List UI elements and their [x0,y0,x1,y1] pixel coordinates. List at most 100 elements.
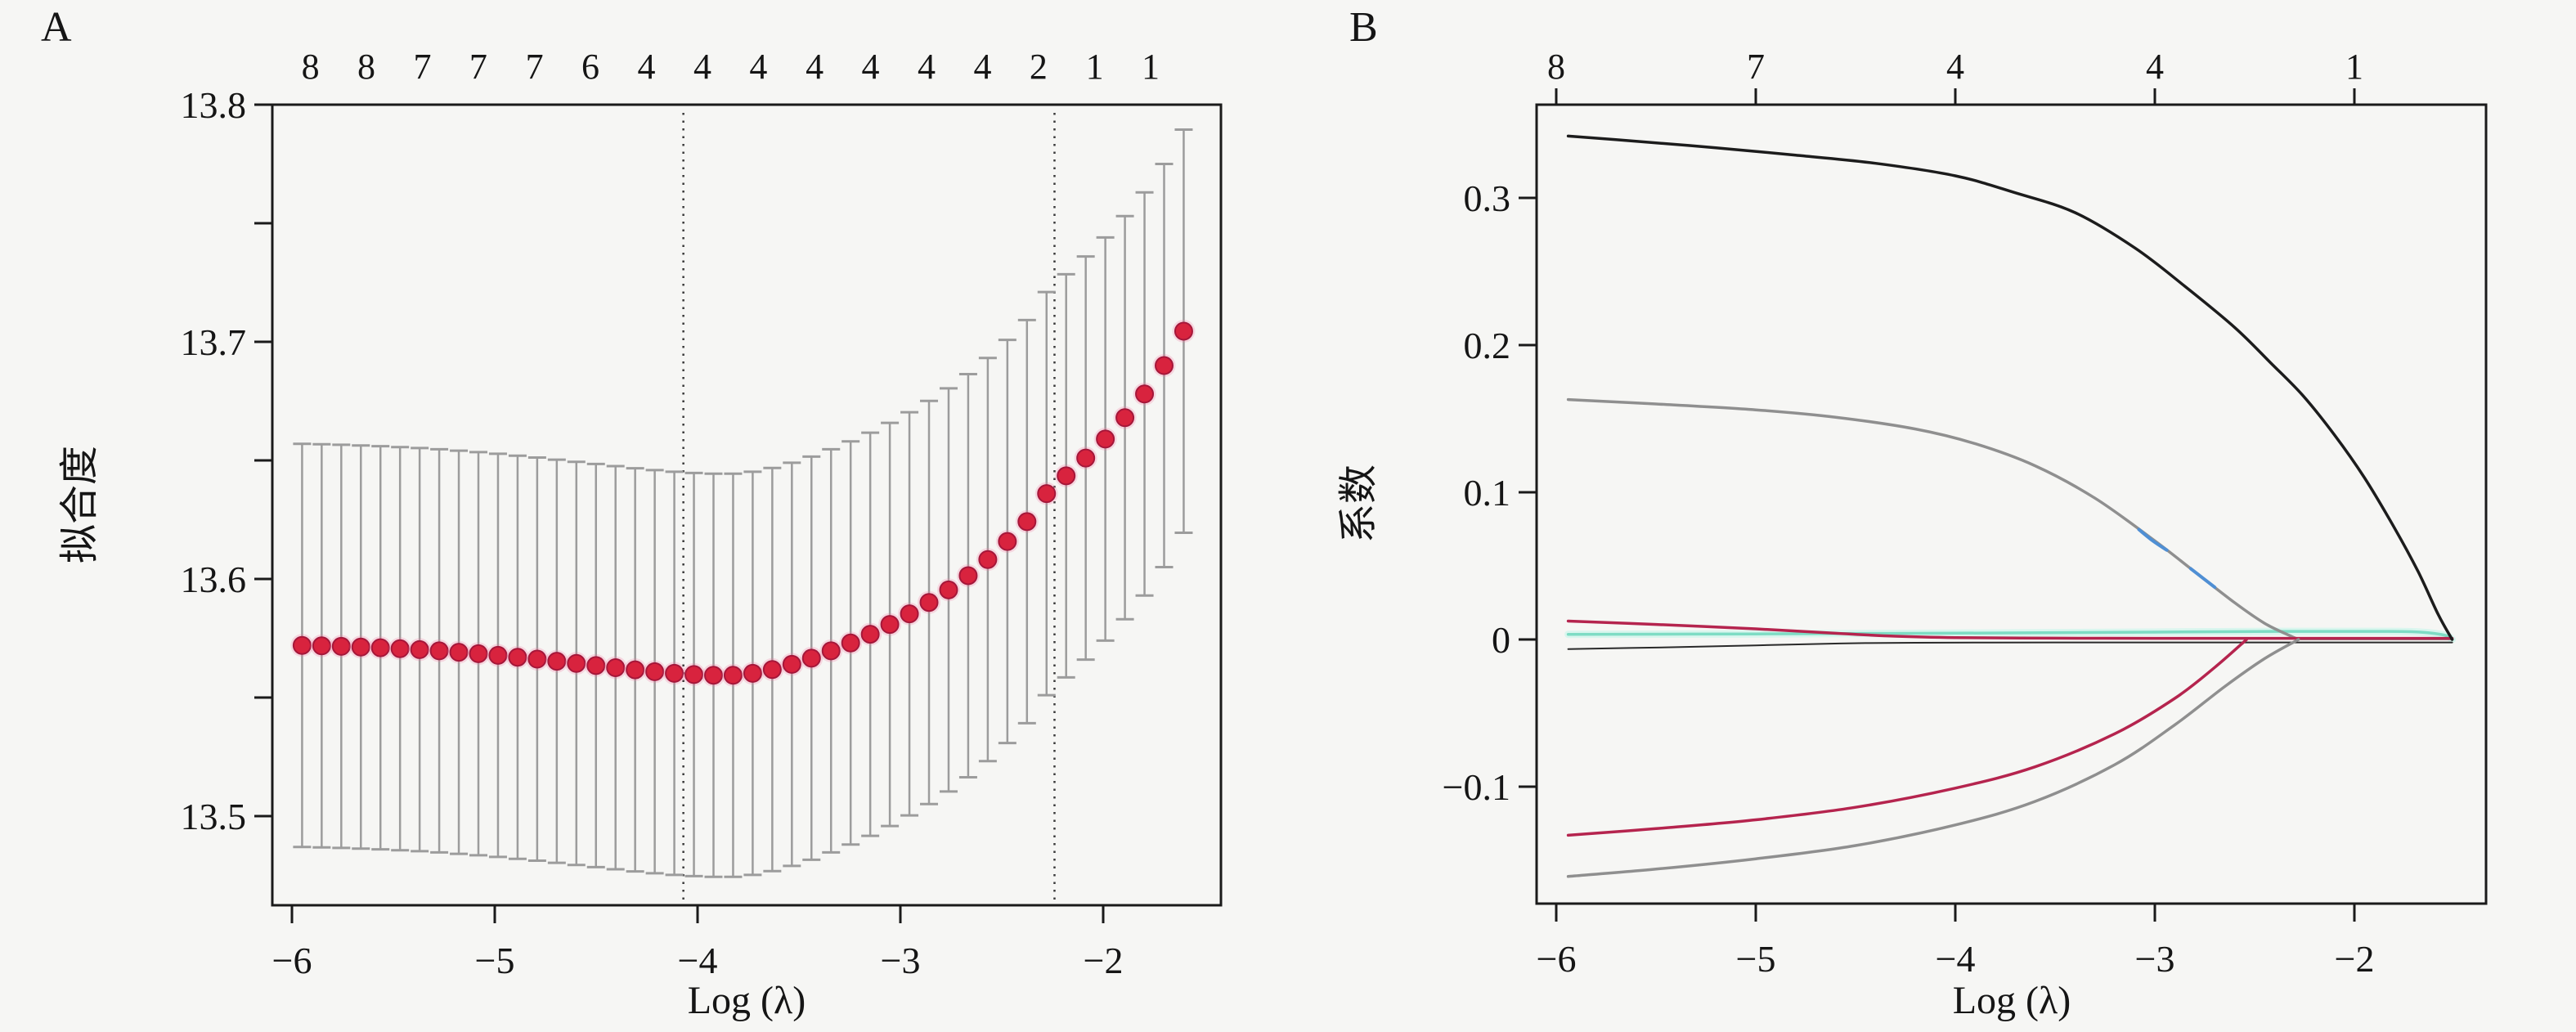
cv-point [1154,356,1174,375]
panel-b-x-tick-label: −6 [1537,938,1577,980]
cv-point [1174,321,1193,341]
panel-a-xaxis-title: Log (λ) [687,979,806,1022]
coef-gray-1 [1566,397,2300,641]
cv-point [939,580,958,599]
cv-point [1096,429,1115,449]
panel-a-y-tick-label: 13.8 [181,84,247,126]
cv-point [527,649,547,669]
cv-point [390,639,410,658]
cv-point [919,593,939,612]
cv-point [370,638,390,657]
panel-b-label: B [1349,4,1378,51]
cv-point [1017,512,1037,532]
cv-point [331,636,351,656]
cv-point [469,644,488,663]
panel-a-top-count-label: 1 [1142,47,1160,87]
panel-a-top-count-label: 7 [469,47,487,87]
panel-a-x-tick-label: −2 [1084,940,1124,981]
panel-b-top-count-label: 1 [2345,47,2363,87]
panel-a-y-tick-label: 13.5 [181,796,247,837]
cv-point [723,666,743,685]
cv-point [488,645,508,665]
panel-b-y-tick-label: −0.1 [1443,766,1510,808]
cv-point [547,652,567,671]
coef-gray-2 [1566,638,2300,878]
panel-a-top-count-label: 4 [806,47,824,87]
cv-point [860,625,880,644]
cv-point [762,660,782,680]
panel-b-y-tick-label: 0.2 [1464,325,1511,366]
cv-point [312,636,331,656]
coef-black-2 [1567,641,2453,650]
cv-point [841,633,860,653]
panel-b-frame [1535,103,2488,905]
panel-b-x-tick-label: −4 [1936,938,1976,980]
panel-a-top-count-label: 8 [357,47,375,87]
panel-a-x-tick-label: −3 [881,940,921,981]
panel-b-top-count-label: 4 [1946,47,1964,87]
panel-a-x-tick-label: −6 [272,940,312,981]
panel-a-top-count-label: 4 [918,47,936,87]
panel-b-y-tick-label: 0.1 [1464,472,1511,514]
cv-point [410,639,429,659]
cv-point [1057,466,1076,486]
coef-blue-segment-1 [2137,527,2169,552]
cv-point [998,532,1017,551]
cv-point [958,566,978,586]
cv-point [821,641,841,661]
panel-a-top-count-label: 4 [693,47,711,87]
cv-point [1037,484,1057,504]
panel-a-top-count-label: 4 [973,47,991,87]
panel-b-x-tick-label: −2 [2335,938,2375,980]
panel-a-frame [271,103,1223,907]
panel-b-top-count-label: 4 [2146,47,2164,87]
cv-point [978,550,998,569]
cv-point [586,656,606,675]
panel-a-top-count-label: 2 [1030,47,1048,87]
panel-b-top-count-label: 8 [1547,47,1565,87]
coef-crimson-2 [1566,638,2248,837]
cv-point [567,653,586,673]
cv-point [880,615,900,635]
panel-b-x-tick-label: −3 [2135,938,2175,980]
panel-a-y-tick-label: 13.7 [181,321,247,363]
cv-point [645,662,665,681]
cv-point [606,657,626,677]
panel-a-label: A [41,4,72,51]
cv-point [801,648,821,668]
cv-point [449,643,469,662]
panel-a-top-count-label: 8 [302,47,320,87]
panel-a-top-count-label: 6 [581,47,599,87]
panel-a-yaxis-title: 拟合度 [58,445,101,564]
cv-point [626,660,645,680]
cv-point [703,666,723,685]
panel-b-x-tick-label: −5 [1736,938,1776,980]
panel-b-y-tick-label: 0.3 [1464,177,1511,219]
panel-a-top-count-label: 4 [638,47,656,87]
coef-cyan [1566,630,2454,641]
panel-a-top-count-label: 1 [1086,47,1104,87]
cv-point [292,635,312,655]
panel-a-top-count-label: 7 [526,47,544,87]
panel-b-xaxis-title: Log (λ) [1952,979,2071,1022]
panel-b-y-tick-label: 0 [1492,619,1510,661]
panel-a-top-count-label: 7 [413,47,431,87]
panel-a-x-tick-label: −4 [678,940,718,981]
cv-point [1115,408,1135,428]
cv-point [684,665,704,684]
panel-a-x-tick-label: −5 [475,940,515,981]
cv-point [508,648,527,667]
cv-point [665,663,684,683]
panel-a-top-count-label: 4 [862,47,880,87]
panel-a-top-count-label: 4 [749,47,767,87]
cv-point [782,654,801,674]
cv-point [429,641,449,661]
cv-point [1076,448,1096,468]
cv-point [351,637,370,657]
cv-point [743,663,762,683]
panel-b-top-count-label: 7 [1747,47,1765,87]
coef-crimson-1 [1566,619,2454,640]
panel-a-y-tick-label: 13.6 [181,559,247,600]
